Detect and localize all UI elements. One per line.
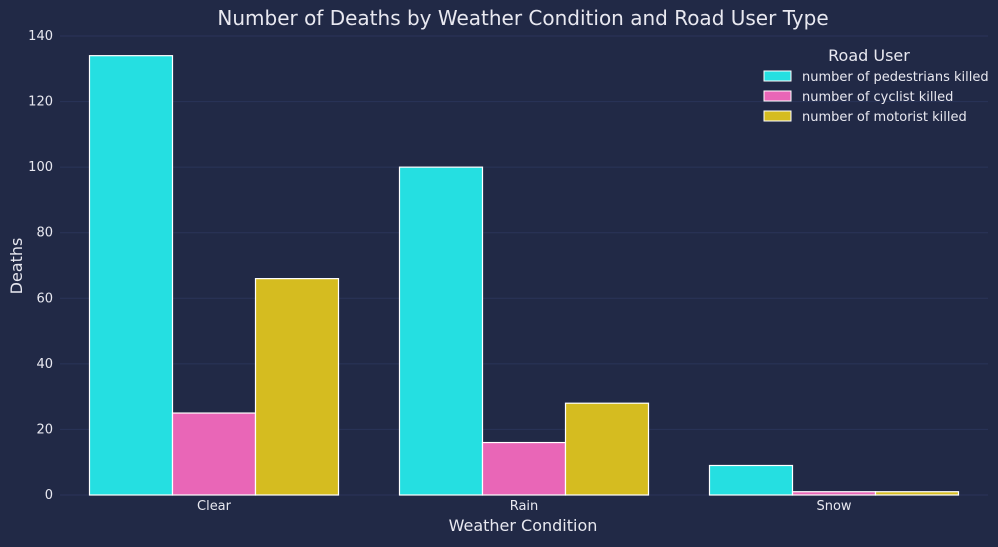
legend: Road User number of pedestrians killednu…: [763, 46, 989, 125]
bar-snow-series-3: [874, 491, 960, 496]
legend-swatch: [763, 70, 792, 82]
y-tick-label: 0: [45, 488, 53, 503]
y-tick-label: 100: [28, 160, 53, 175]
legend-item: number of pedestrians killed: [763, 70, 989, 85]
chart-title: Number of Deaths by Weather Condition an…: [217, 6, 828, 30]
bar-clear-series-3: [254, 278, 340, 496]
bar-snow-series-2: [791, 491, 877, 496]
bar-clear-series-2: [171, 412, 257, 496]
y-tick-label: 60: [36, 291, 53, 306]
legend-item: number of cyclist killed: [763, 90, 953, 105]
legend-item: number of motorist killed: [763, 110, 967, 125]
x-tick-label: Snow: [816, 499, 851, 514]
legend-swatch: [763, 90, 792, 102]
legend-items: number of pedestrians killed number of cy…: [763, 70, 989, 125]
x-tick-labels: Clear Rain Snow: [197, 499, 852, 514]
legend-label: number of cyclist killed: [802, 90, 953, 105]
x-axis-label: Weather Condition: [449, 516, 598, 535]
legend-swatch: [763, 110, 792, 122]
y-tick-label: 40: [36, 357, 53, 372]
legend-label: number of motorist killed: [802, 110, 967, 125]
x-tick-label: Clear: [197, 499, 232, 514]
y-axis-label: Deaths: [7, 238, 26, 295]
legend-title: Road User: [828, 46, 910, 65]
bar-clear-series-1: [88, 55, 174, 496]
y-tick-labels: 0 20 40 60 80 100 120 140: [28, 29, 53, 503]
bar-rain-series-2: [481, 441, 567, 496]
legend-label: number of pedestrians killed: [802, 70, 989, 85]
bar-rain-series-1: [398, 166, 484, 496]
x-tick-label: Rain: [510, 499, 539, 514]
y-tick-label: 140: [28, 29, 53, 44]
y-tick-label: 20: [36, 422, 53, 437]
bar-snow-series-1: [708, 464, 794, 496]
bars: [88, 55, 960, 496]
y-tick-label: 80: [36, 226, 53, 241]
bar-rain-series-3: [564, 402, 650, 496]
y-tick-label: 120: [28, 95, 53, 110]
